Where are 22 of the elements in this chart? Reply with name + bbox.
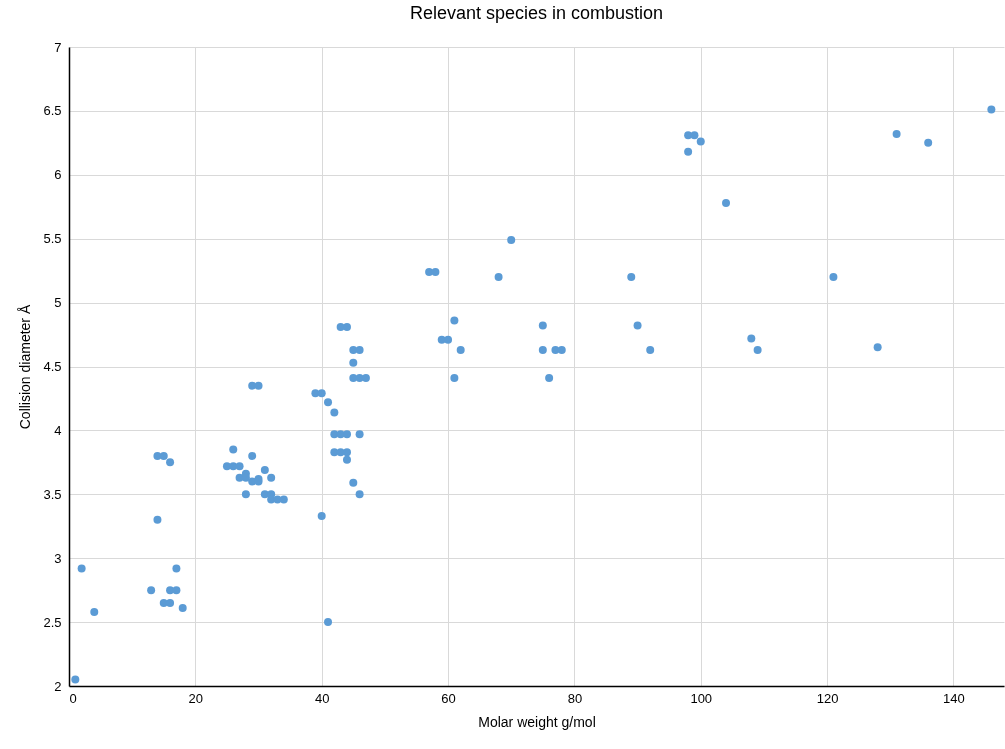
y-tick-label: 6 (54, 167, 62, 183)
y-axis-title: Collision diameter Å (17, 304, 34, 430)
y-tick-label: 2 (54, 678, 62, 694)
y-tick-label: 6.5 (43, 103, 62, 119)
y-tick-label: 3 (54, 550, 62, 566)
y-tick-label: 7 (54, 39, 62, 55)
x-tick-label: 0 (69, 690, 77, 706)
chart-title: Relevant species in combustion (409, 3, 664, 23)
y-tick-label: 4.5 (43, 359, 62, 374)
x-tick-label: 60 (441, 690, 456, 706)
x-tick-label: 120 (816, 690, 839, 706)
y-tick-label: 5 (54, 295, 62, 311)
y-tick-label: 4 (54, 422, 62, 438)
y-tick-label: 2.5 (43, 614, 62, 630)
x-tick-label: 40 (314, 690, 330, 706)
y-tick-label: 3.5 (43, 486, 62, 502)
x-tick-label: 100 (690, 690, 713, 706)
x-tick-label: 20 (188, 690, 204, 706)
x-tick-label: 140 (943, 690, 965, 706)
x-axis-title: Molar weight g/mol (478, 713, 596, 730)
x-tick-label: 80 (567, 690, 583, 706)
y-tick-label: 5.5 (43, 231, 62, 247)
